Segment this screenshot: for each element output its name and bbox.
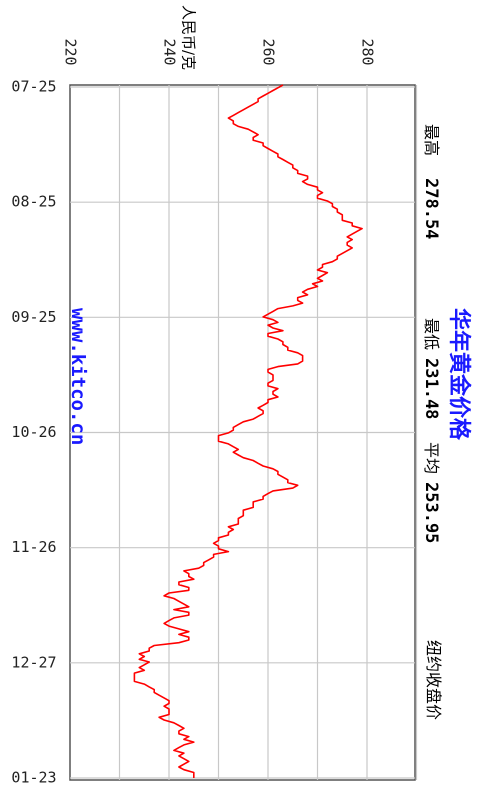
low-value: 231.48: [421, 358, 441, 419]
y-tick-label: 220: [62, 38, 80, 65]
close-price-note: 纽约收盘价: [424, 640, 443, 720]
high-value: 278.54: [421, 178, 441, 239]
low-label: 最低: [422, 318, 441, 350]
avg-value: 253.95: [421, 482, 441, 543]
y-tick-label: 280: [359, 38, 377, 65]
grid-lines: [70, 85, 418, 780]
kitco-watermark: www.kitco.cn: [67, 308, 89, 445]
y-tick-label: 260: [260, 38, 278, 65]
x-tick-label: 09-25: [11, 308, 56, 326]
y-tick-label: 240: [161, 38, 179, 65]
x-tick-label: 07-25: [11, 78, 56, 96]
x-tick-label: 10-26: [11, 423, 56, 441]
x-tick-label: 11-26: [11, 538, 56, 556]
x-tick-label: 12-27: [11, 653, 56, 671]
price-series-line: [133, 84, 363, 778]
x-tick-label: 08-25: [11, 193, 56, 211]
x-tick-labels: 07-25 08-25 09-25 10-26 11-26 12-27 01-23: [11, 78, 56, 787]
y-tick-labels: 220 240 260 280: [62, 38, 377, 65]
x-tick-label: 01-23: [11, 769, 56, 787]
chart-title: 华年黄金价格: [446, 308, 472, 441]
high-label: 最高: [422, 124, 441, 156]
avg-label: 平均: [422, 442, 441, 474]
series-group: [133, 84, 363, 778]
y-axis-title: 人民币/克: [180, 5, 198, 70]
